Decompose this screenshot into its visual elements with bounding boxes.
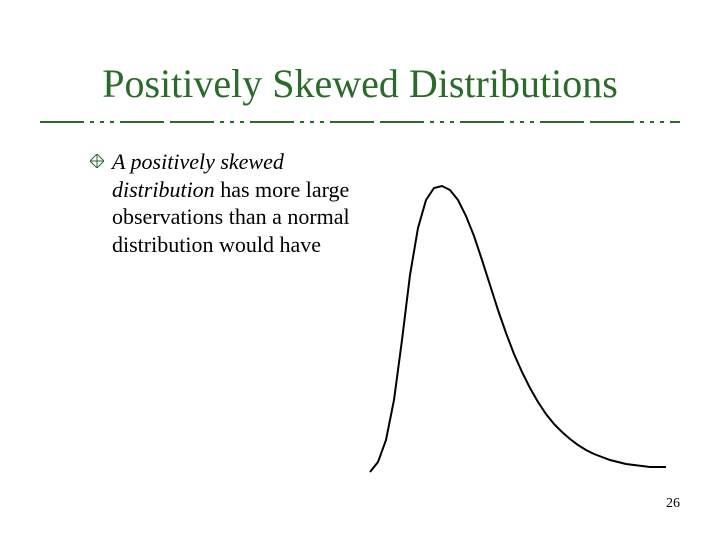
slide: Positively Skewed Distributions A positi… — [0, 0, 720, 540]
diamond-icon-shape — [90, 154, 104, 168]
skew-curve-line — [370, 186, 666, 472]
bullet-item: A positively skewed distribution has mor… — [90, 148, 390, 258]
slide-title: Positively Skewed Distributions — [40, 60, 680, 107]
skew-curve-chart — [360, 180, 670, 480]
page-number: 26 — [666, 496, 680, 512]
title-divider — [40, 119, 680, 125]
bullet-text: A positively skewed distribution has mor… — [112, 148, 390, 258]
diamond-icon — [90, 154, 104, 168]
